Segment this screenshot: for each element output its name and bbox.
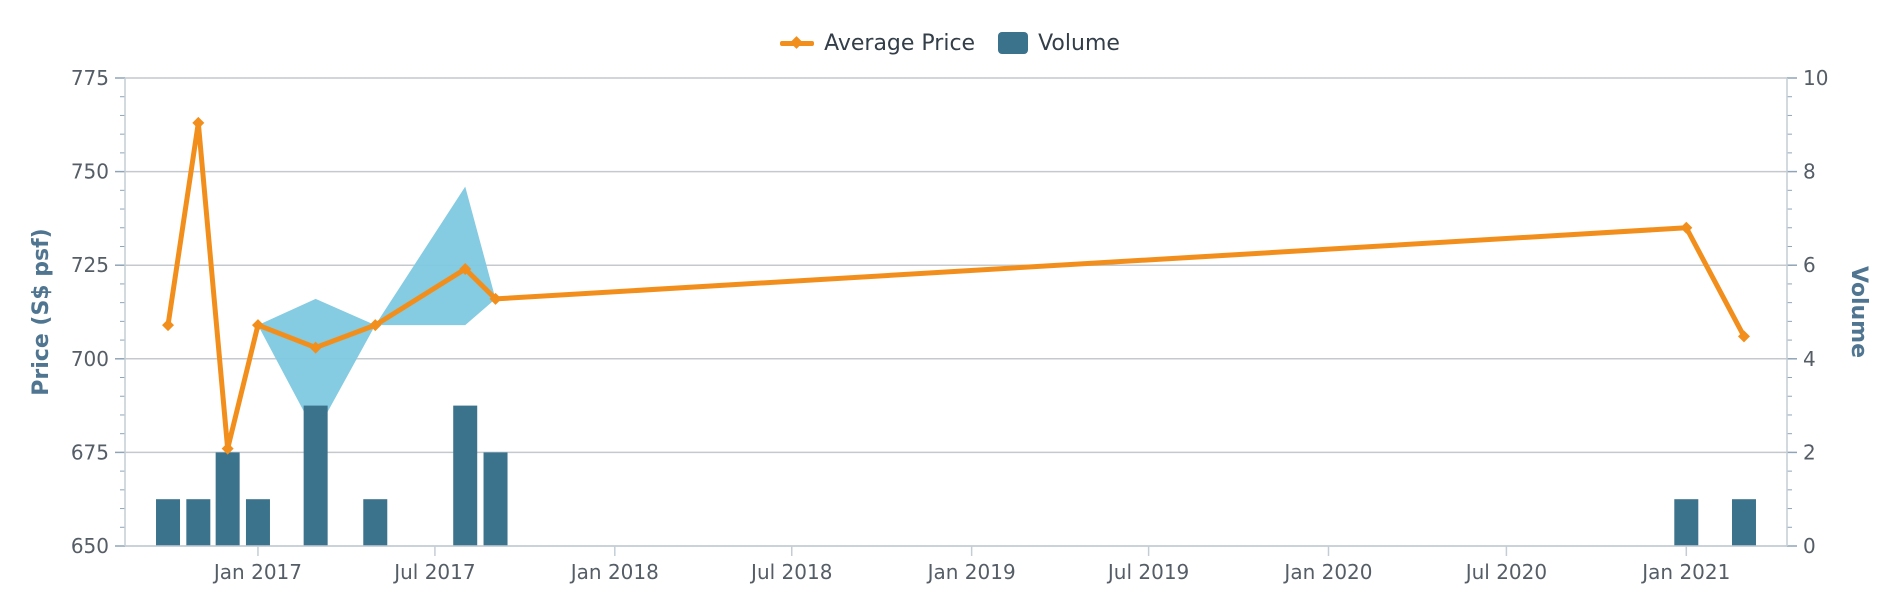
volume-bar xyxy=(1674,499,1699,546)
x-tick-label: Jan 2020 xyxy=(1282,560,1372,584)
volume-bar xyxy=(245,499,270,546)
volume-bar xyxy=(156,499,181,546)
y-left-tick-label: 700 xyxy=(71,347,109,371)
x-tick-label: Jan 2019 xyxy=(926,560,1016,584)
y-left-tick-label: 725 xyxy=(71,253,109,277)
x-tick-label: Jan 2018 xyxy=(569,560,659,584)
volume-bars xyxy=(156,405,1756,546)
y-left-tick-label: 775 xyxy=(71,66,109,90)
chart-legend: Average Price Volume xyxy=(0,30,1900,56)
price-point-marker xyxy=(1680,221,1693,234)
price-point-marker xyxy=(192,116,205,129)
price-point-marker xyxy=(309,341,322,354)
x-tick-label: Jan 2021 xyxy=(1640,560,1730,584)
price-line-path xyxy=(165,120,1747,452)
volume-bar xyxy=(483,452,508,546)
y-right-tick-label: 2 xyxy=(1803,440,1816,464)
grid-lines xyxy=(125,77,1787,547)
volume-bar xyxy=(363,499,388,546)
y-left-tick-label: 650 xyxy=(71,534,109,558)
legend-label-volume: Volume xyxy=(1038,30,1120,56)
x-tick-label: Jul 2020 xyxy=(1464,560,1547,584)
legend-label-average-price: Average Price xyxy=(824,30,976,56)
volume-bar xyxy=(1731,499,1756,546)
price-range-band xyxy=(257,186,496,434)
volume-bar xyxy=(303,405,328,546)
x-tick-label: Jan 2017 xyxy=(212,560,302,584)
legend-item-average-price[interactable]: Average Price xyxy=(780,31,975,56)
y-right-tick-label: 4 xyxy=(1803,347,1816,371)
price-point-marker xyxy=(162,319,175,332)
axes: 650 675 700 725 750 775 0 2 4 6 8 10 Jan 2017 Jul 201… xyxy=(71,66,1829,584)
y-left-tick-label: 675 xyxy=(71,440,109,464)
y-right-tick-label: 10 xyxy=(1803,66,1828,90)
y-axis-left-title: Price (S$ psf) xyxy=(29,228,54,395)
bar-swatch-icon xyxy=(998,32,1029,54)
price-point-marker xyxy=(459,262,472,275)
price-point-marker xyxy=(369,319,382,332)
volume-bar xyxy=(186,499,211,546)
price-point-marker xyxy=(489,292,502,305)
y-right-tick-label: 8 xyxy=(1803,160,1816,184)
line-marker-icon xyxy=(780,35,815,49)
y-axis-right-title: Volume xyxy=(1846,266,1871,358)
price-point-marker xyxy=(251,319,264,332)
volume-bar xyxy=(453,405,478,546)
x-tick-label: Jul 2019 xyxy=(1106,560,1189,584)
average-price-line xyxy=(162,116,1750,455)
x-tick-label: Jul 2018 xyxy=(749,560,832,584)
price-range-area xyxy=(257,186,496,434)
price-point-marker xyxy=(221,442,234,455)
price-point-marker xyxy=(1737,330,1750,343)
legend-item-volume[interactable]: Volume xyxy=(998,31,1120,56)
y-left-tick-label: 750 xyxy=(71,160,109,184)
x-tick-label: Jul 2017 xyxy=(392,560,475,584)
y-right-tick-label: 6 xyxy=(1803,253,1816,277)
y-right-tick-label: 0 xyxy=(1803,534,1816,558)
volume-bar xyxy=(215,452,240,546)
